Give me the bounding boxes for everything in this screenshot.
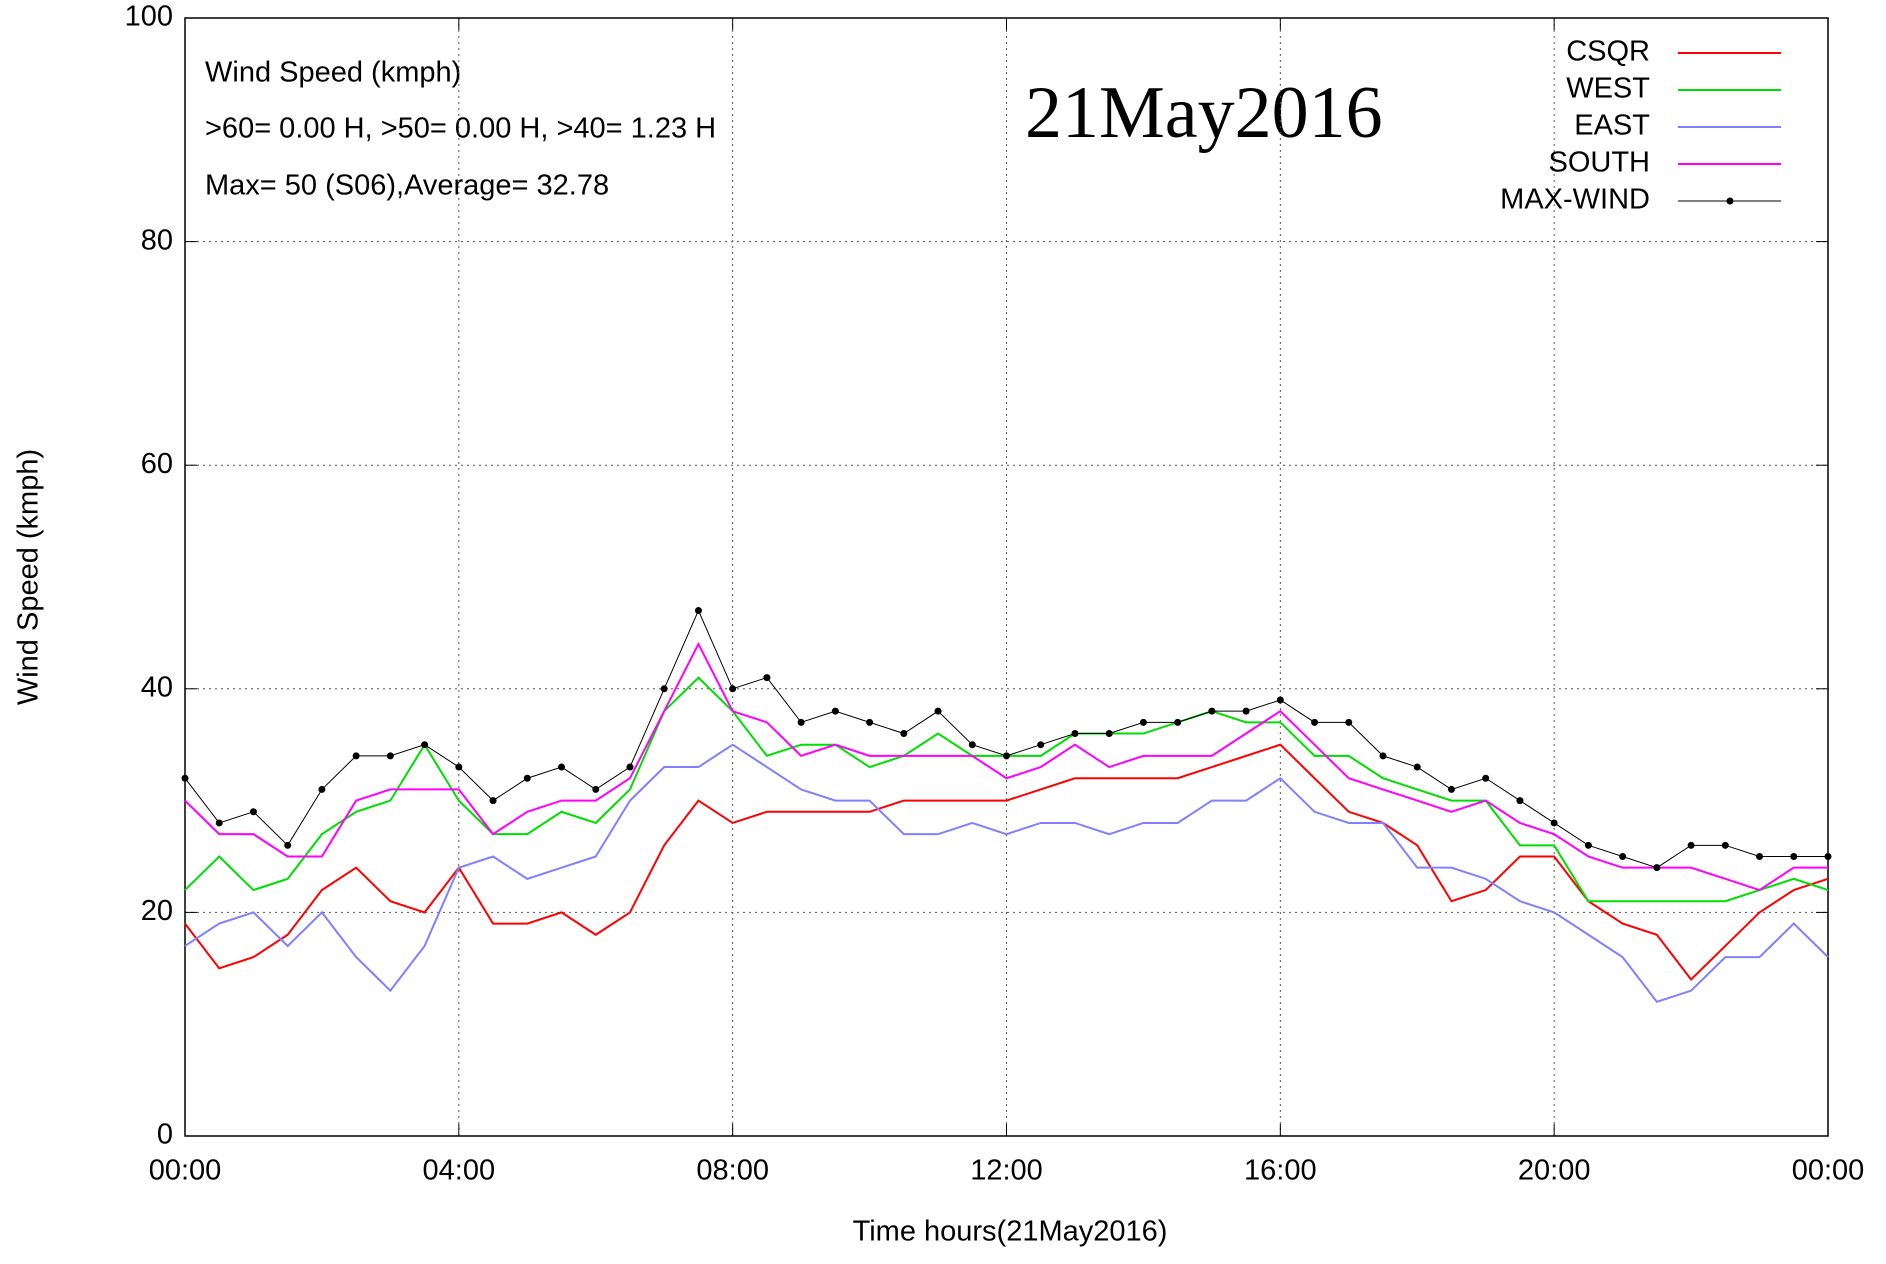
series-marker [523,774,531,782]
series-marker [1516,797,1524,805]
series-marker [1003,752,1010,760]
x-tick-label: 20:00 [1518,1155,1591,1187]
legend-label: MAX-WIND [1500,184,1650,216]
series-marker [1687,841,1695,849]
series-marker [489,797,497,805]
series-marker [1311,718,1319,726]
x-tick-label: 04:00 [423,1155,496,1187]
series-marker [318,785,326,793]
x-tick-label: 08:00 [696,1155,769,1187]
series-marker [1071,730,1079,738]
series-marker [1379,752,1387,760]
y-tick-label: 0 [157,1119,173,1151]
series-marker [592,785,600,793]
series-marker [900,730,908,738]
series-marker [1790,853,1798,860]
series-marker [763,674,771,682]
plot-frame [184,17,1829,1137]
series-marker [1653,864,1661,872]
series-marker [1550,819,1558,827]
series-marker [386,752,394,760]
y-tick-label: 80 [141,224,173,256]
x-tick-label: 12:00 [970,1155,1043,1187]
series-marker [626,763,634,771]
series-marker [1105,730,1113,738]
series-line [184,743,1829,1004]
annotation: Wind Speed (kmph) [205,57,461,89]
series-marker [352,752,360,760]
series-marker [1721,841,1729,849]
series-marker [831,707,839,715]
x-tick-label: 00:00 [149,1155,222,1187]
series-marker [968,741,976,749]
series-marker [1756,853,1764,860]
series-marker [1447,785,1455,793]
series-marker [1037,741,1045,749]
y-tick-label: 40 [141,671,173,703]
series-marker [1482,774,1490,782]
y-tick-label: 60 [141,448,173,480]
series-marker [1174,718,1182,726]
series-marker [455,763,463,771]
series-marker [421,741,429,749]
y-axis-label: Wind Speed (kmph) [13,449,45,705]
series-marker [694,607,702,615]
series-marker [797,718,805,726]
series-marker [1413,763,1421,771]
series-marker [934,707,942,715]
series-marker [1619,853,1627,860]
series-marker [1345,718,1353,726]
series-marker [284,841,292,849]
legend-label: CSQR [1566,36,1650,68]
legend-label: SOUTH [1549,147,1651,179]
series-marker [1242,707,1250,715]
series-marker [1276,696,1284,704]
series-marker [1208,707,1216,715]
series-marker [1584,841,1592,849]
x-tick-label: 16:00 [1244,1155,1317,1187]
date-label: 21May2016 [1025,72,1383,154]
legend-marker [1726,197,1734,205]
series-marker [660,685,668,693]
x-axis-label: Time hours(21May2016) [853,1216,1168,1248]
series-line [184,641,1828,892]
series-marker [181,774,189,782]
annotation: >60= 0.00 H, >50= 0.00 H, >40= 1.23 H [205,113,716,145]
series-marker [249,808,257,816]
annotation: Max= 50 (S06),Average= 32.78 [205,170,609,202]
legend-label: WEST [1566,73,1650,105]
series-marker [1824,853,1832,860]
series-marker [1139,718,1147,726]
y-tick-label: 100 [125,1,173,33]
legend-label: EAST [1574,110,1650,142]
series-marker [215,819,223,827]
series-marker [866,718,874,726]
y-tick-label: 20 [141,895,173,927]
series-marker [729,685,737,693]
series-marker [558,763,566,771]
x-tick-label: 00:00 [1792,1155,1865,1187]
